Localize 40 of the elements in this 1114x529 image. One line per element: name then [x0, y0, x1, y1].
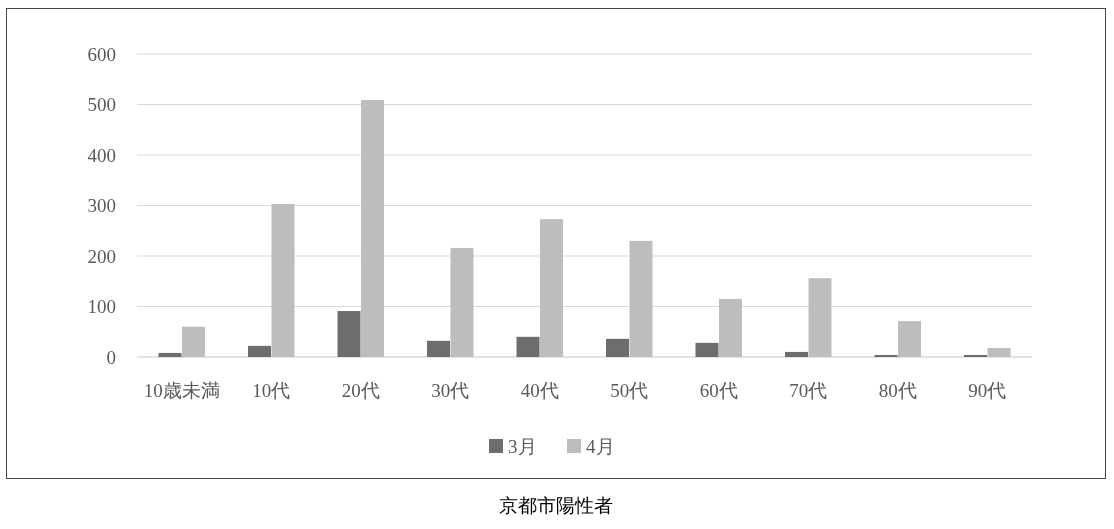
bar	[785, 351, 809, 357]
x-tick-label: 10歳未満	[143, 379, 220, 401]
bar	[539, 219, 563, 357]
y-tick-label: 0	[106, 346, 116, 368]
bar	[181, 326, 205, 357]
bar	[695, 342, 719, 357]
bar	[337, 311, 361, 357]
bar	[158, 352, 182, 357]
bar	[964, 354, 988, 357]
x-tick-label: 40代	[520, 379, 559, 401]
bar	[897, 321, 921, 357]
y-tick-label: 200	[87, 245, 116, 267]
bar	[987, 347, 1011, 357]
x-tick-label: 90代	[968, 379, 1007, 401]
text: 京都市陽性者	[499, 493, 613, 516]
y-tick-label: 100	[87, 296, 116, 318]
bar	[248, 345, 272, 357]
x-tick-label: 80代	[878, 379, 917, 401]
legend-label: 4月	[586, 435, 615, 457]
bar	[516, 336, 540, 357]
x-tick-label: 50代	[610, 379, 649, 401]
x-tick-label: 20代	[341, 379, 380, 401]
legend-label: 3月	[508, 435, 537, 457]
bar	[606, 338, 630, 357]
y-tick-label: 300	[87, 195, 116, 217]
x-tick-label: 10代	[252, 379, 291, 401]
bar	[808, 278, 832, 357]
x-tick-label: 60代	[699, 379, 738, 401]
bar	[360, 99, 384, 357]
bar	[271, 203, 295, 357]
y-tick-label: 400	[87, 144, 116, 166]
bar	[450, 247, 474, 357]
y-tick-label: 500	[87, 94, 116, 116]
bar	[629, 240, 653, 357]
x-tick-label: 30代	[431, 379, 470, 401]
bar	[427, 340, 451, 357]
bar	[874, 354, 898, 357]
bar	[718, 298, 742, 357]
y-tick-label: 600	[87, 43, 116, 65]
x-tick-label: 70代	[789, 379, 828, 401]
